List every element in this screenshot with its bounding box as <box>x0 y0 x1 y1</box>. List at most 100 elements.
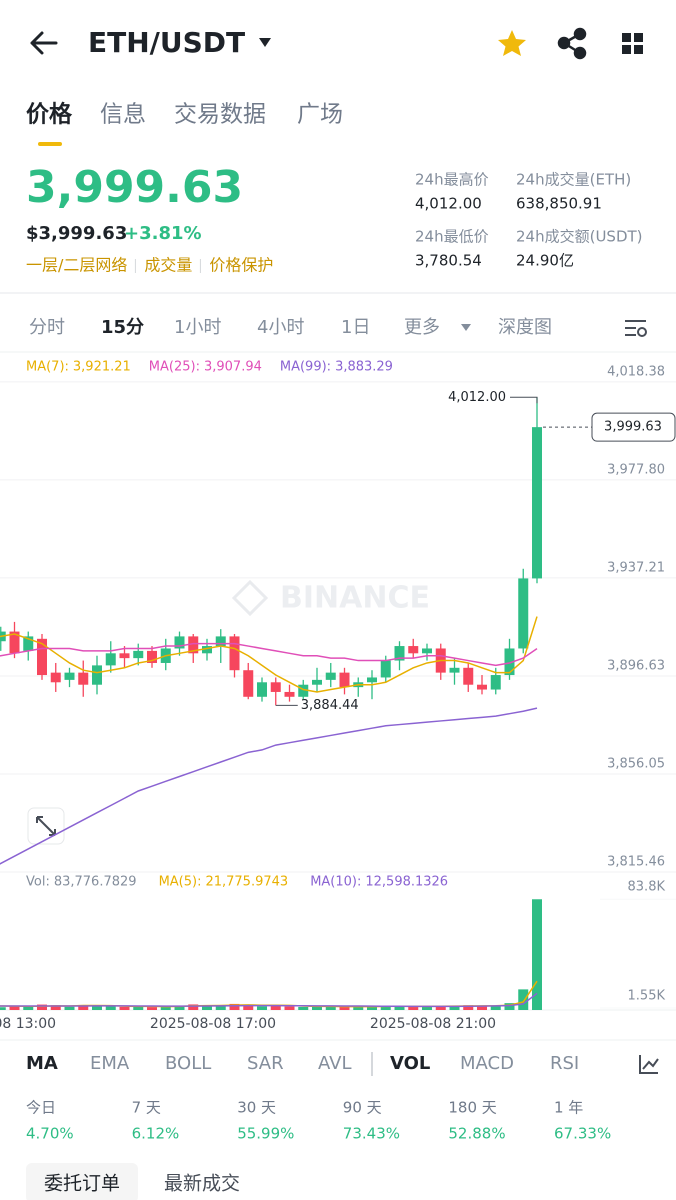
ma-line <box>0 707 538 865</box>
performance-label: 今日 <box>26 1099 56 1117</box>
indicator-tab[interactable]: VOL <box>390 1053 430 1074</box>
indicator-tab[interactable]: EMA <box>90 1053 130 1074</box>
performance-label: 30 天 <box>237 1099 276 1117</box>
candle-body <box>490 675 501 690</box>
expand-button[interactable] <box>27 807 65 845</box>
y-tick-label: 4,018.38 <box>607 364 665 379</box>
tab[interactable]: 广场 <box>297 102 343 128</box>
interval-tab[interactable]: 15分 <box>101 317 144 338</box>
candle-body <box>243 670 254 697</box>
candle-body <box>215 636 226 647</box>
interval-tab[interactable]: 4小时 <box>257 317 304 338</box>
price-tag[interactable]: 成交量 <box>144 256 192 275</box>
price-tag[interactable]: 一层/二层网络 <box>26 256 127 275</box>
volume-bar <box>147 1007 157 1010</box>
legend-name: MA(99): <box>280 360 331 375</box>
y-tick-label: 3,896.63 <box>607 658 665 673</box>
interval-tab[interactable]: 更多 <box>404 317 440 338</box>
ma-line <box>0 642 538 667</box>
more-dropdown[interactable] <box>461 324 471 331</box>
volume-bar <box>105 1006 116 1010</box>
volume-bar <box>133 1006 144 1010</box>
y-tick-label: 1.55K <box>628 988 666 1003</box>
y-tick-label: 3,815.46 <box>607 855 665 870</box>
tab[interactable]: 信息 <box>100 102 146 128</box>
legend-name: MA(25): <box>149 360 200 375</box>
volume-bar <box>353 1006 364 1010</box>
apps-button[interactable] <box>622 33 643 54</box>
candle-body <box>463 667 474 685</box>
tab[interactable]: 交易数据 <box>174 102 266 128</box>
indicator-tab[interactable]: MACD <box>460 1053 514 1074</box>
candle-body <box>119 653 130 659</box>
last-price-label: 3,999.63 <box>604 420 662 435</box>
volume-bar <box>243 1004 254 1010</box>
volume-bar <box>119 1006 130 1010</box>
volume-bar <box>490 1005 501 1010</box>
chart-settings[interactable] <box>625 320 647 337</box>
volume-bar <box>380 1005 391 1010</box>
volume-bar <box>477 1006 487 1010</box>
interval-tab[interactable]: 1日 <box>341 317 370 338</box>
volume-bar <box>215 1005 226 1010</box>
candle-body <box>394 646 405 661</box>
volume-bar <box>37 1004 47 1010</box>
volume-bar <box>160 1006 171 1010</box>
pair-dropdown[interactable] <box>259 38 271 47</box>
candle-body <box>298 684 309 697</box>
candle-body <box>518 578 529 649</box>
indicator-tab[interactable]: MA <box>26 1053 58 1074</box>
price-tag[interactable]: 价格保护 <box>209 256 273 275</box>
bottom-tab[interactable]: 最新成交 <box>164 1173 240 1195</box>
indicator-tab[interactable]: RSI <box>550 1053 579 1074</box>
candle-body <box>325 672 336 680</box>
candle-body <box>37 638 47 676</box>
legend-value: 21,775.9743 <box>205 875 288 890</box>
candle-body <box>532 427 542 579</box>
indicator-settings[interactable] <box>639 1055 659 1074</box>
interval-tab[interactable]: 分时 <box>29 317 65 338</box>
legend-value: 12,598.1326 <box>365 875 448 890</box>
legend-value: 83,776.7829 <box>54 875 137 890</box>
legend-value: 3,921.21 <box>73 360 131 375</box>
volume-bar <box>23 1006 34 1010</box>
tab[interactable]: 价格 <box>26 101 73 128</box>
watermark-logo <box>231 579 269 617</box>
volume-bar <box>463 1005 474 1010</box>
volume-bar <box>202 1005 212 1010</box>
stat-label: 24h成交量(ETH) <box>516 171 631 189</box>
y-tick-label: 3,856.05 <box>607 756 665 771</box>
candle-body <box>422 648 432 654</box>
volume-bar <box>394 1006 405 1010</box>
volume-bar <box>270 1005 281 1010</box>
x-tick-label: 2025-08-08 13:00 <box>0 1016 56 1032</box>
candle-body <box>229 636 240 671</box>
y-tick-label: 83.8K <box>628 880 666 895</box>
last-price: 3,999.63 <box>26 162 243 213</box>
candle-body <box>174 636 185 649</box>
volume-bar <box>504 1003 515 1010</box>
candle-body <box>270 682 281 692</box>
stat-label: 24h成交额(USDT) <box>516 228 643 246</box>
share-button[interactable] <box>557 27 587 60</box>
stat-label: 24h最高价 <box>415 171 489 189</box>
usd-price: $3,999.63 <box>26 223 127 244</box>
indicator-tab[interactable]: SAR <box>247 1053 284 1074</box>
x-tick-label: 2025-08-08 21:00 <box>370 1016 496 1032</box>
favorite-star[interactable] <box>498 30 526 56</box>
interval-tab[interactable]: 1小时 <box>174 317 221 338</box>
indicator-tab[interactable]: BOLL <box>165 1053 211 1074</box>
candle-body <box>380 660 391 678</box>
volume-bar <box>284 1006 295 1010</box>
performance-value: 6.12% <box>132 1125 180 1143</box>
indicator-tab[interactable]: AVL <box>318 1053 352 1074</box>
back-button[interactable] <box>30 31 58 55</box>
bottom-tab[interactable]: 委托订单 <box>44 1173 120 1195</box>
volume-bar <box>174 1005 185 1010</box>
candle-body <box>188 636 199 654</box>
candle-body <box>312 679 322 685</box>
interval-tab[interactable]: 深度图 <box>498 317 552 338</box>
volume-bar <box>0 1007 6 1010</box>
legend-name: MA(7): <box>26 360 69 375</box>
volume-bar <box>92 1006 102 1010</box>
